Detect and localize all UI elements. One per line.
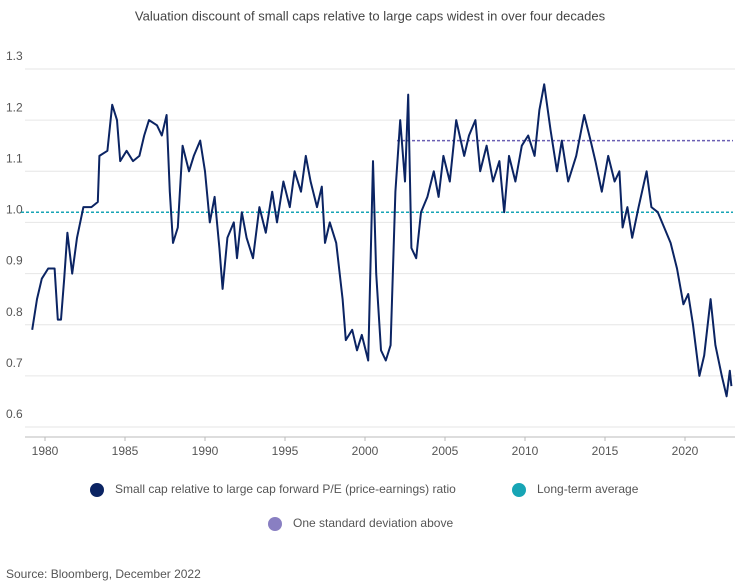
- legend-label: Small cap relative to large cap forward …: [115, 482, 456, 496]
- y-tick-label: 1.3: [6, 49, 23, 63]
- legend-marker: [90, 483, 104, 497]
- x-tick-label: 2000: [352, 444, 379, 458]
- y-tick-label: 1.2: [6, 100, 23, 114]
- y-tick-label: 0.9: [6, 254, 23, 268]
- x-tick-label: 2010: [512, 444, 539, 458]
- source-note: Source: Bloomberg, December 2022: [6, 567, 201, 581]
- y-tick-label: 1.0: [6, 203, 23, 217]
- legend-marker: [268, 517, 282, 531]
- x-tick-label: 2015: [592, 444, 619, 458]
- x-tick-label: 2020: [672, 444, 699, 458]
- y-tick-label: 0.7: [6, 356, 23, 370]
- x-tick-label: 1985: [112, 444, 139, 458]
- x-tick-label: 2005: [432, 444, 459, 458]
- chart-title: Valuation discount of small caps relativ…: [135, 8, 606, 23]
- legend-label: One standard deviation above: [293, 516, 453, 530]
- x-tick-label: 1980: [32, 444, 59, 458]
- y-tick-label: 0.8: [6, 305, 23, 319]
- data-line: [31, 83, 733, 398]
- y-tick-label: 0.6: [6, 407, 23, 421]
- legend-marker: [512, 483, 526, 497]
- legend-label: Long-term average: [537, 482, 639, 496]
- x-tick-label: 1995: [272, 444, 299, 458]
- y-tick-label: 1.1: [6, 151, 23, 165]
- x-tick-label: 1990: [192, 444, 219, 458]
